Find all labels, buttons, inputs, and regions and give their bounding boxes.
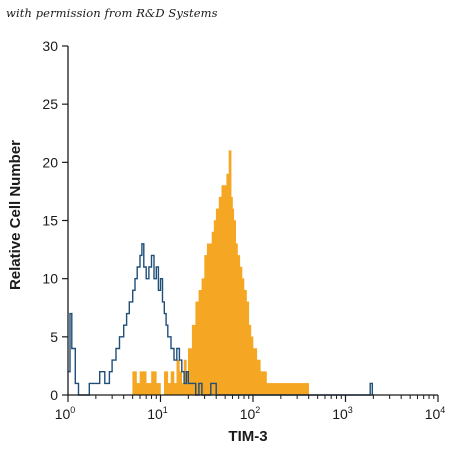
plot-series [68, 150, 374, 396]
y-tick-label: 20 [42, 154, 58, 170]
y-axis-label: Relative Cell Number [7, 140, 24, 290]
x-tick-label: 103 [332, 405, 353, 422]
watermark-text: with permission from R&D Systems [6, 6, 218, 20]
x-ticks: 100 101 102 103 104 [55, 395, 446, 422]
y-tick-label: 30 [42, 38, 58, 54]
x-axis-label: TIM-3 [228, 428, 267, 445]
x-tick-label: 102 [240, 405, 261, 422]
x-tick-label: 104 [425, 405, 446, 422]
y-tick-label: 5 [50, 329, 58, 345]
y-ticks: 0 5 10 15 20 25 30 [42, 38, 68, 403]
y-tick-label: 10 [42, 271, 58, 287]
histogram-filled-series [128, 150, 309, 396]
y-tick-label: 0 [50, 387, 58, 403]
y-tick-label: 15 [42, 213, 58, 229]
x-tick-label: 101 [147, 405, 168, 422]
y-tick-label: 25 [42, 96, 58, 112]
x-tick-label: 100 [55, 405, 76, 422]
